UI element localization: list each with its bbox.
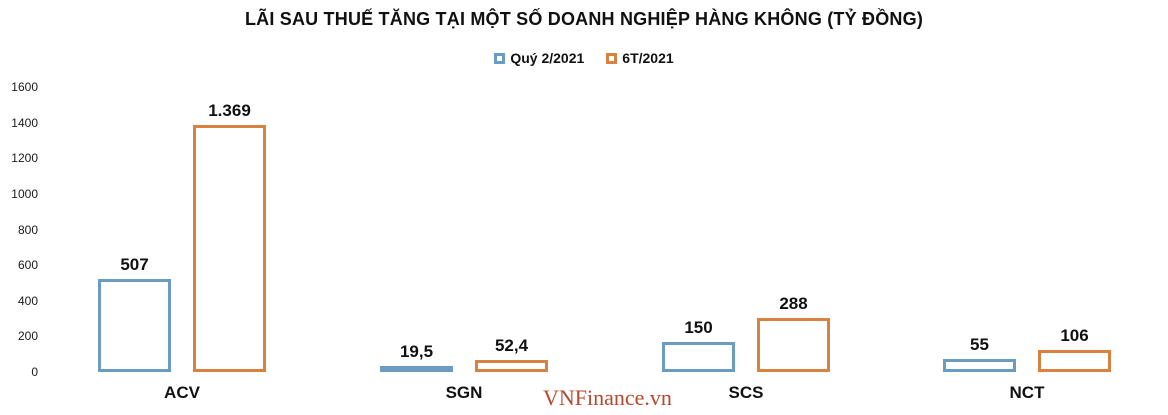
bar-value-label-scs-quy2: 150 — [684, 318, 713, 338]
y-axis-tick-label: 600 — [17, 258, 38, 273]
y-axis-tick-label: 800 — [17, 222, 38, 237]
category-label-nct: NCT — [1009, 383, 1045, 402]
category-label-acv: ACV — [164, 383, 200, 402]
watermark: VNFinance.vn — [543, 385, 672, 410]
legend-label-q2: Quý 2/2021 — [510, 50, 585, 66]
legend-swatch-6t-icon — [606, 52, 618, 64]
y-axis-tick-label: 400 — [17, 293, 38, 308]
legend-swatch-q2-icon — [494, 52, 506, 64]
category-label-scs: SCS — [728, 383, 764, 402]
y-axis-tick-label: 1400 — [11, 115, 38, 130]
category-label-sgn: SGN — [445, 383, 483, 402]
legend-label-6t: 6T/2021 — [622, 50, 674, 66]
bar-value-label-sgn-6t: 52,4 — [494, 335, 529, 355]
y-axis-tick-label: 1000 — [11, 186, 38, 201]
bar-value-label-nct-quy2: 55 — [970, 335, 989, 355]
bar-value-label-acv-quy2: 507 — [120, 254, 149, 274]
bar-value-label-scs-6t: 288 — [779, 293, 808, 313]
bar-acv-quy2 — [98, 278, 171, 372]
bar-value-label-acv-6t: 1.369 — [208, 101, 251, 121]
bar-value-label-sgn-quy2: 19,5 — [399, 341, 434, 361]
y-axis: 0 200 400 600 800 1000 1200 1400 1600 — [0, 0, 38, 415]
y-axis-tick-label: 1200 — [11, 151, 38, 166]
y-axis-tick-label: 0 — [31, 365, 38, 379]
bar-nct-6t — [1038, 350, 1111, 372]
y-axis-tick-label: 1600 — [11, 80, 38, 94]
legend-item-q2-2021: Quý 2/2021 — [494, 50, 584, 66]
bar-nct-quy2 — [943, 359, 1016, 372]
bar-sgn-quy2 — [380, 365, 453, 372]
bar-sgn-6t — [475, 359, 548, 372]
bar-value-label-nct-6t: 106 — [1060, 326, 1089, 346]
legend-item-6t-2021: 6T/2021 — [606, 50, 674, 66]
bar-scs-6t — [757, 317, 830, 372]
chart-title: LÃI SAU THUẾ TĂNG TẠI MỘT SỐ DOANH NGHIỆ… — [244, 9, 924, 29]
legend: Quý 2/2021 6T/2021 — [0, 50, 1168, 66]
bar-acv-6t — [193, 125, 266, 372]
y-axis-tick-label: 200 — [17, 329, 38, 344]
bar-scs-quy2 — [662, 342, 735, 372]
